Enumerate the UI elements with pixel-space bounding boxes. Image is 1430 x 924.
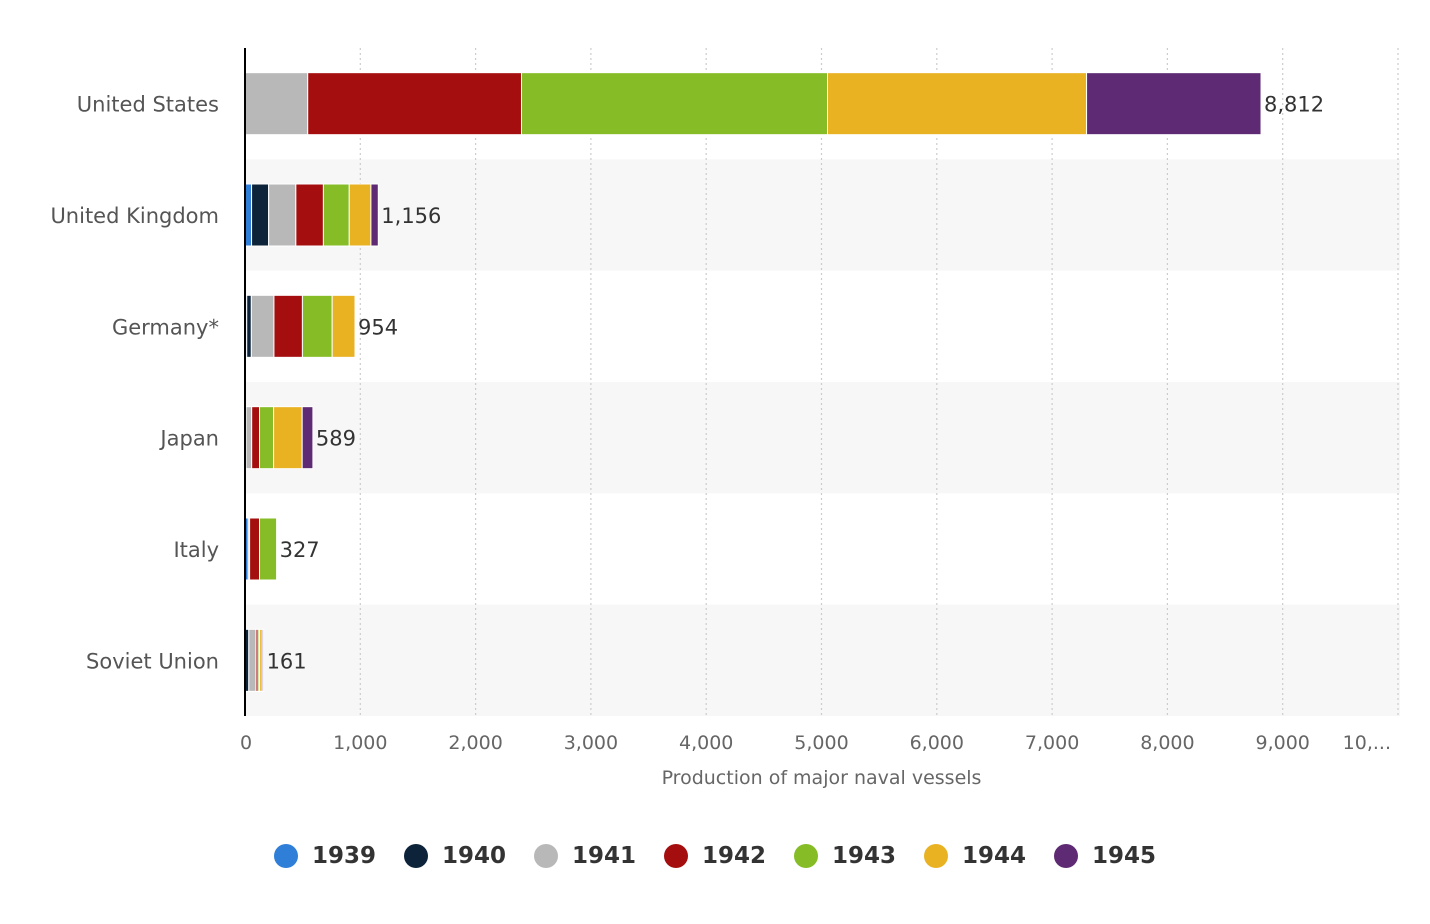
row-band bbox=[245, 382, 1400, 494]
x-tick-label: 6,000 bbox=[910, 732, 964, 754]
category-label-japan: Japan bbox=[158, 427, 219, 451]
legend-label: 1943 bbox=[832, 843, 897, 869]
bar-united-kingdom-1945 bbox=[370, 183, 379, 247]
row-band bbox=[245, 159, 1400, 271]
total-label-soviet-union: 161 bbox=[267, 649, 307, 673]
total-label-united-kingdom: 1,156 bbox=[381, 204, 441, 228]
bar-united-states-1942 bbox=[307, 72, 522, 136]
bar-germany-1940 bbox=[246, 294, 252, 358]
x-tick-label: 0 bbox=[240, 732, 252, 754]
x-tick-label: 8,000 bbox=[1140, 732, 1194, 754]
bar-japan-1945 bbox=[301, 406, 314, 470]
bar-germany-1941 bbox=[250, 294, 275, 358]
category-label-italy: Italy bbox=[173, 538, 219, 562]
x-tick-label: 4,000 bbox=[679, 732, 733, 754]
legend-item-1944[interactable]: 1944 bbox=[924, 843, 1026, 869]
category-label-united-states: United States bbox=[77, 93, 219, 117]
bar-united-states-1944 bbox=[826, 72, 1088, 136]
x-tick-label: 5,000 bbox=[794, 732, 848, 754]
legend-label: 1945 bbox=[1092, 843, 1157, 869]
legend-label: 1940 bbox=[441, 843, 506, 869]
bar-united-states-1945 bbox=[1086, 72, 1262, 136]
x-tick-label: 7,000 bbox=[1025, 732, 1079, 754]
x-tick-label: 2,000 bbox=[448, 732, 502, 754]
legend-marker-icon bbox=[273, 844, 298, 868]
legend-item-1941[interactable]: 1941 bbox=[533, 843, 636, 869]
bar-united-states-1943 bbox=[520, 72, 828, 136]
bar-united-kingdom-1941 bbox=[268, 183, 297, 247]
bar-united-kingdom-1940 bbox=[251, 183, 270, 247]
legend-marker-icon bbox=[663, 844, 688, 868]
legend-marker-icon bbox=[403, 844, 428, 868]
legend-item-1945[interactable]: 1945 bbox=[1054, 843, 1156, 869]
bar-united-states-1941 bbox=[244, 72, 309, 136]
row-band bbox=[245, 604, 1400, 716]
x-tick-label: 9,000 bbox=[1255, 732, 1309, 754]
x-axis-title: Production of major naval vessels bbox=[662, 767, 982, 789]
legend-marker-icon bbox=[533, 844, 558, 868]
total-label-japan: 589 bbox=[316, 427, 356, 451]
legend-label: 1939 bbox=[311, 843, 376, 869]
legend-item-1940[interactable]: 1940 bbox=[403, 843, 506, 869]
total-label-germany: 954 bbox=[358, 315, 398, 339]
legend-item-1939[interactable]: 1939 bbox=[273, 843, 376, 869]
legend-marker-icon bbox=[1054, 844, 1079, 868]
bar-united-kingdom-1943 bbox=[322, 183, 350, 247]
bar-soviet-union-1945 bbox=[261, 628, 265, 692]
bar-soviet-union-1941 bbox=[248, 628, 257, 692]
bar-japan-1942 bbox=[251, 406, 261, 470]
bar-germany-1944 bbox=[331, 294, 356, 358]
bar-italy-1942 bbox=[249, 517, 261, 581]
category-label-soviet-union: Soviet Union bbox=[86, 649, 219, 673]
bar-japan-1943 bbox=[259, 406, 275, 470]
legend-marker-icon bbox=[924, 844, 949, 868]
legend-label: 1942 bbox=[701, 843, 766, 869]
legend-item-1942[interactable]: 1942 bbox=[663, 843, 766, 869]
bar-italy-1943 bbox=[259, 517, 278, 581]
legend-label: 1944 bbox=[962, 843, 1027, 869]
legend-item-1943[interactable]: 1943 bbox=[794, 843, 896, 869]
bar-germany-1942 bbox=[273, 294, 303, 358]
bar-japan-1944 bbox=[273, 406, 303, 470]
bar-japan-1941 bbox=[245, 406, 253, 470]
bar-germany-1943 bbox=[301, 294, 333, 358]
x-tick-label: 10,... bbox=[1343, 732, 1391, 754]
bar-united-kingdom-1942 bbox=[295, 183, 324, 247]
x-tick-label: 1,000 bbox=[333, 732, 387, 754]
chart-legend: 1939 1940 1941 1942 1943 1944 1945 bbox=[0, 836, 1430, 876]
legend-marker-icon bbox=[794, 844, 818, 868]
category-label-germany: Germany* bbox=[112, 315, 219, 339]
bar-united-kingdom-1944 bbox=[348, 183, 372, 247]
x-tick-label: 3,000 bbox=[564, 732, 618, 754]
category-label-united-kingdom: United Kingdom bbox=[50, 204, 219, 228]
total-label-united-states: 8,812 bbox=[1264, 93, 1324, 117]
total-label-italy: 327 bbox=[280, 538, 320, 562]
legend-label: 1941 bbox=[571, 843, 636, 869]
